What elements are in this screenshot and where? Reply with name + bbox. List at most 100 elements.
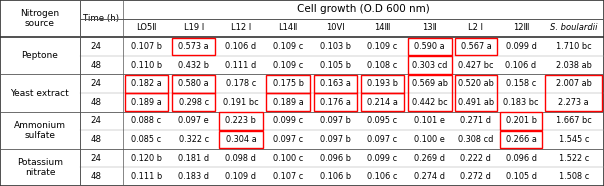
Text: 0.181 d: 0.181 d <box>178 154 209 163</box>
Text: 0.099 d: 0.099 d <box>506 42 536 51</box>
Bar <box>313 93 357 111</box>
Text: 0.097 b: 0.097 b <box>320 135 351 144</box>
Text: 0.106 d: 0.106 d <box>225 42 257 51</box>
Text: 0.222 d: 0.222 d <box>460 154 491 163</box>
Bar <box>172 93 216 111</box>
Text: 0.158 c: 0.158 c <box>506 79 536 88</box>
Text: Time (h): Time (h) <box>83 14 120 23</box>
Text: 24: 24 <box>91 154 101 163</box>
Text: 1.667 bc: 1.667 bc <box>556 116 592 125</box>
Text: 0.193 b: 0.193 b <box>367 79 398 88</box>
Text: 0.097 b: 0.097 b <box>320 116 351 125</box>
Text: 0.176 a: 0.176 a <box>320 98 351 107</box>
Bar <box>500 131 542 148</box>
Text: 0.109 c: 0.109 c <box>273 42 303 51</box>
Text: 0.432 b: 0.432 b <box>178 61 209 70</box>
Text: 0.569 ab: 0.569 ab <box>412 79 448 88</box>
Text: 0.201 b: 0.201 b <box>506 116 536 125</box>
Text: 1.710 bc: 1.710 bc <box>556 42 591 51</box>
Text: 0.109 d: 0.109 d <box>225 172 257 181</box>
Text: Cell growth (O.D 600 nm): Cell growth (O.D 600 nm) <box>297 4 430 14</box>
Text: Ammonium
sulfate: Ammonium sulfate <box>14 121 66 140</box>
Bar <box>266 75 310 93</box>
Bar <box>408 75 452 111</box>
Text: 14Ⅲ: 14Ⅲ <box>374 23 391 32</box>
Text: 0.191 bc: 0.191 bc <box>223 98 259 107</box>
Text: 0.189 a: 0.189 a <box>131 98 162 107</box>
Text: 0.573 a: 0.573 a <box>178 42 209 51</box>
Text: L19 I: L19 I <box>184 23 204 32</box>
Text: 0.108 c: 0.108 c <box>367 61 397 70</box>
Text: 1.508 c: 1.508 c <box>559 172 589 181</box>
Text: 0.189 a: 0.189 a <box>273 98 303 107</box>
Text: 0.304 a: 0.304 a <box>225 135 256 144</box>
Text: 0.106 d: 0.106 d <box>506 61 536 70</box>
Text: 2.007 ab: 2.007 ab <box>556 79 592 88</box>
Text: 0.322 c: 0.322 c <box>179 135 209 144</box>
Text: 0.097 e: 0.097 e <box>178 116 209 125</box>
Text: 0.272 d: 0.272 d <box>460 172 491 181</box>
Text: 0.085 c: 0.085 c <box>132 135 161 144</box>
Text: 0.163 a: 0.163 a <box>320 79 351 88</box>
Text: 48: 48 <box>91 135 101 144</box>
Text: L14Ⅱ: L14Ⅱ <box>278 23 298 32</box>
Text: L12 I: L12 I <box>231 23 251 32</box>
Text: 48: 48 <box>91 172 101 181</box>
Text: 0.274 d: 0.274 d <box>414 172 445 181</box>
Text: 0.097 c: 0.097 c <box>367 135 397 144</box>
Text: 0.298 c: 0.298 c <box>179 98 209 107</box>
Text: 0.303 cd: 0.303 cd <box>412 61 448 70</box>
Bar <box>361 75 404 93</box>
Text: 12Ⅲ: 12Ⅲ <box>513 23 529 32</box>
Text: 0.120 b: 0.120 b <box>131 154 162 163</box>
Text: 1.545 c: 1.545 c <box>559 135 589 144</box>
Text: 0.111 b: 0.111 b <box>131 172 162 181</box>
Bar <box>313 75 357 93</box>
Text: 0.183 bc: 0.183 bc <box>503 98 539 107</box>
Text: 0.109 c: 0.109 c <box>367 42 397 51</box>
Bar <box>219 112 263 130</box>
Text: 13Ⅱ: 13Ⅱ <box>422 23 437 32</box>
Text: 48: 48 <box>91 98 101 107</box>
Text: 0.107 c: 0.107 c <box>273 172 303 181</box>
Text: 0.182 a: 0.182 a <box>131 79 162 88</box>
Bar <box>455 38 496 55</box>
Text: 10VI: 10VI <box>326 23 345 32</box>
Text: 0.590 a: 0.590 a <box>414 42 445 51</box>
Text: 0.110 b: 0.110 b <box>131 61 162 70</box>
Text: 0.269 d: 0.269 d <box>414 154 445 163</box>
Text: 0.096 d: 0.096 d <box>506 154 536 163</box>
Text: 0.106 b: 0.106 b <box>320 172 351 181</box>
Text: Nitrogen
source: Nitrogen source <box>21 9 59 28</box>
Bar <box>124 75 169 93</box>
Text: 24: 24 <box>91 116 101 125</box>
Text: 1.522 c: 1.522 c <box>559 154 589 163</box>
Text: 0.183 d: 0.183 d <box>178 172 209 181</box>
Text: 0.096 b: 0.096 b <box>320 154 351 163</box>
Text: 0.107 b: 0.107 b <box>131 42 162 51</box>
Text: 0.580 a: 0.580 a <box>178 79 209 88</box>
Text: 0.520 ab: 0.520 ab <box>458 79 494 88</box>
Text: 0.111 d: 0.111 d <box>225 61 257 70</box>
Text: 0.427 bc: 0.427 bc <box>458 61 493 70</box>
Text: 2.273 a: 2.273 a <box>559 98 589 107</box>
Bar <box>545 75 602 111</box>
Text: 0.106 c: 0.106 c <box>367 172 397 181</box>
Text: 0.175 b: 0.175 b <box>272 79 304 88</box>
Text: 0.099 c: 0.099 c <box>367 154 397 163</box>
Text: 0.088 c: 0.088 c <box>132 116 161 125</box>
Text: 0.567 a: 0.567 a <box>460 42 491 51</box>
Bar <box>361 93 404 111</box>
Text: 0.442 bc: 0.442 bc <box>412 98 448 107</box>
Bar <box>500 112 542 130</box>
Text: 0.100 e: 0.100 e <box>414 135 445 144</box>
Text: LO5Ⅱ: LO5Ⅱ <box>137 23 156 32</box>
Bar <box>124 93 169 111</box>
Text: 0.097 c: 0.097 c <box>273 135 303 144</box>
Bar <box>408 38 452 55</box>
Text: 0.266 a: 0.266 a <box>506 135 536 144</box>
Text: Potassium
nitrate: Potassium nitrate <box>17 158 63 177</box>
Bar <box>455 75 496 111</box>
Text: 0.105 d: 0.105 d <box>506 172 536 181</box>
Text: 0.101 e: 0.101 e <box>414 116 445 125</box>
